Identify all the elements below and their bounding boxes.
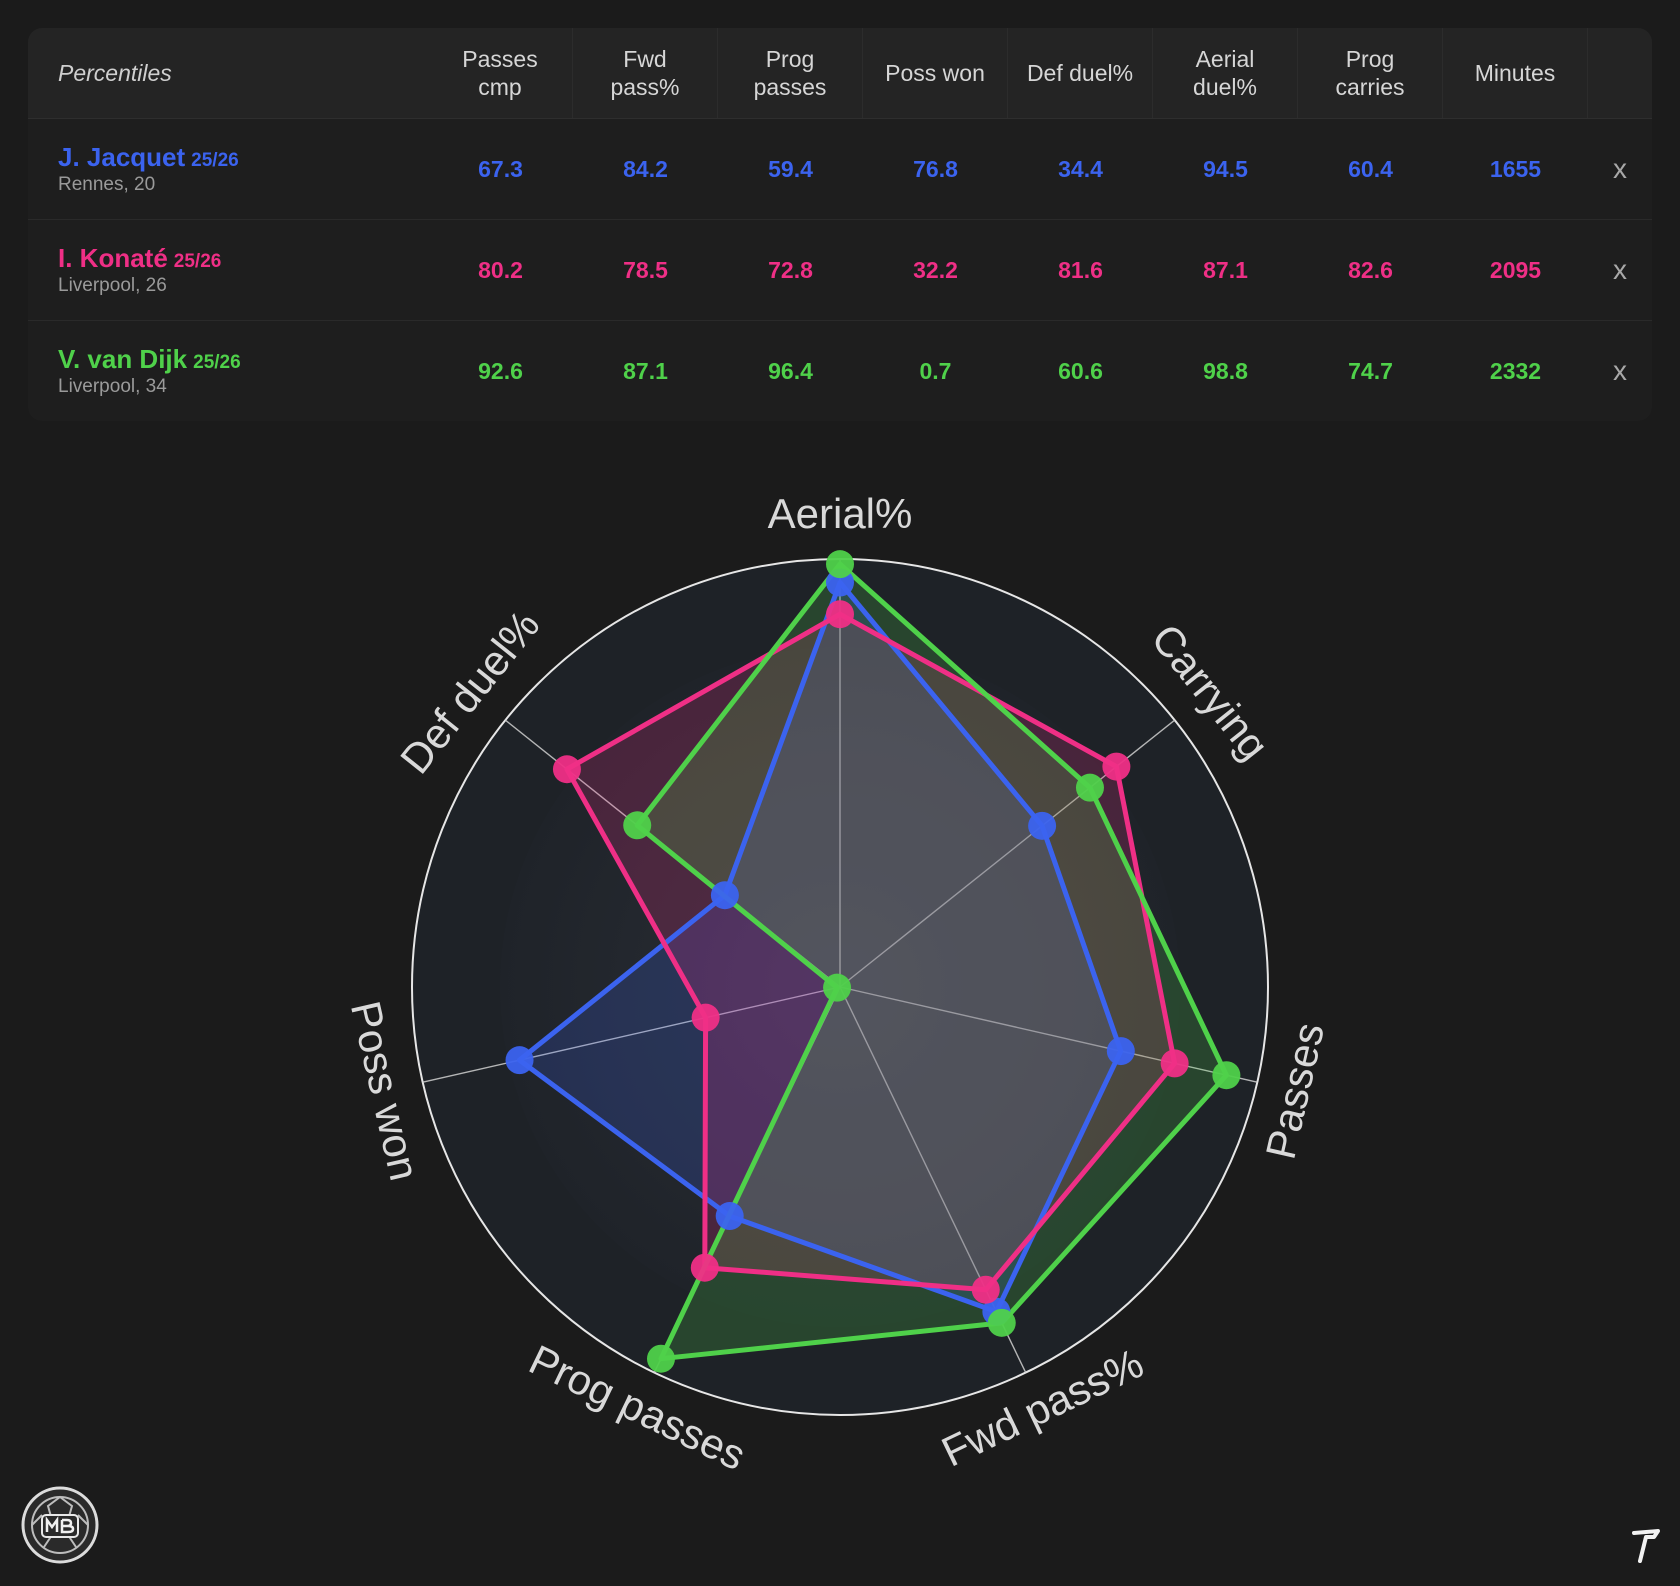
radar-point-series-2-6[interactable] [623, 811, 652, 840]
player-season: 25/26 [173, 251, 222, 272]
radar-point-series-2-1[interactable] [1075, 773, 1104, 802]
remove-player-button[interactable]: x [1613, 153, 1627, 184]
value-passes-cmp: 80.2 [478, 256, 523, 283]
player-name[interactable]: J. Jacquet [58, 142, 186, 172]
radar-axis-label-0: Aerial% [768, 490, 913, 537]
value-fwd-pass: 84.2 [623, 155, 668, 182]
value-aerial-duel: 87.1 [1203, 256, 1248, 283]
value-minutes: 2095 [1489, 256, 1542, 283]
corner-logo-icon [1632, 1529, 1660, 1563]
value-aerial-duel: 94.5 [1203, 155, 1248, 182]
radar-point-series-0-2[interactable] [1106, 1037, 1135, 1066]
value-fwd-pass: 87.1 [623, 357, 668, 384]
radar-point-series-2-4[interactable] [646, 1344, 675, 1373]
radar-point-series-1-1[interactable] [1102, 752, 1131, 781]
percentiles-table: Percentiles Passes cmp Fwd pass% Prog pa… [28, 28, 1652, 421]
radar-point-series-0-6[interactable] [710, 881, 739, 910]
header-percentiles: Percentiles [58, 59, 172, 86]
value-def-duel: 34.4 [1058, 155, 1103, 182]
radar-area-series-2 [637, 564, 1227, 1359]
radar-point-series-1-6[interactable] [552, 755, 581, 784]
value-minutes: 2332 [1489, 357, 1542, 384]
value-passes-cmp: 92.6 [478, 357, 523, 384]
col-fwd-pass[interactable]: Fwd pass% [573, 28, 718, 118]
player-meta: Liverpool, 26 [58, 275, 167, 296]
value-prog-carries: 60.4 [1348, 155, 1393, 182]
value-prog-passes: 96.4 [768, 357, 813, 384]
col-poss-won[interactable]: Poss won [863, 28, 1008, 118]
player-meta: Liverpool, 34 [58, 376, 167, 397]
radar-line-series-2 [634, 561, 1229, 1362]
value-prog-carries: 82.6 [1348, 256, 1393, 283]
col-prog-passes[interactable]: Prog passes [718, 28, 863, 118]
radar-point-series-0-4[interactable] [715, 1202, 744, 1231]
radar-point-series-2-5[interactable] [823, 973, 852, 1002]
radar-line-series-0 [517, 580, 1124, 1315]
col-aerial-duel[interactable]: Aerial duel% [1153, 28, 1298, 118]
radar-point-series-0-1[interactable] [1028, 811, 1057, 840]
player-name[interactable]: I. Konaté [58, 243, 168, 273]
col-def-duel[interactable]: Def duel% [1008, 28, 1153, 118]
player-name[interactable]: V. van Dijk [58, 344, 188, 374]
radar-point-series-1-4[interactable] [690, 1253, 719, 1282]
value-poss-won: 0.7 [919, 357, 952, 384]
radar-area-series-0 [519, 582, 1121, 1312]
player-season: 25/26 [193, 352, 241, 373]
value-prog-carries: 74.7 [1348, 357, 1393, 384]
value-minutes: 1655 [1489, 155, 1542, 182]
radar-area-series-1 [566, 614, 1175, 1290]
radar-point-series-2-3[interactable] [987, 1308, 1016, 1337]
radar-point-series-2-2[interactable] [1212, 1061, 1241, 1090]
value-aerial-duel: 98.8 [1203, 357, 1248, 384]
player-row-jacquet: J. Jacquet 25/26 Rennes, 20 67.3 84.2 59.… [28, 119, 1652, 220]
value-poss-won: 32.2 [913, 256, 958, 283]
radar-spoke [422, 986, 841, 1083]
value-poss-won: 76.8 [913, 155, 958, 182]
value-def-duel: 81.6 [1058, 256, 1103, 283]
col-minutes[interactable]: Minutes [1443, 28, 1588, 118]
value-prog-passes: 59.4 [768, 155, 813, 182]
radar-point-series-1-3[interactable] [971, 1275, 1000, 1304]
radar-point-series-1-5[interactable] [691, 1003, 720, 1032]
col-prog-carries[interactable]: Prog carries [1298, 28, 1443, 118]
value-def-duel: 60.6 [1058, 357, 1103, 384]
radar-point-series-0-5[interactable] [505, 1046, 534, 1075]
player-row-konate: I. Konaté 25/26 Liverpool, 26 80.2 78.5 7… [28, 220, 1652, 321]
value-fwd-pass: 78.5 [623, 256, 668, 283]
remove-player-button[interactable]: x [1613, 254, 1627, 285]
value-passes-cmp: 67.3 [478, 155, 523, 182]
radar-line-series-1 [564, 611, 1178, 1293]
radar-point-series-2-0[interactable] [826, 550, 854, 579]
player-meta: Rennes, 20 [58, 174, 156, 195]
radar-axis-label-2: Passes [1257, 1018, 1334, 1163]
radar-point-series-1-2[interactable] [1160, 1049, 1189, 1078]
table-header: Percentiles Passes cmp Fwd pass% Prog pa… [28, 28, 1652, 119]
value-prog-passes: 72.8 [768, 256, 813, 283]
player-row-van-dijk: V. van Dijk 25/26 Liverpool, 34 92.6 87.1… [28, 321, 1652, 421]
col-passes-cmp[interactable]: Passes cmp [428, 28, 573, 118]
player-season: 25/26 [191, 150, 239, 171]
mb-logo-icon [21, 1486, 99, 1564]
remove-player-button[interactable]: x [1613, 355, 1627, 386]
radar-point-series-1-0[interactable] [826, 600, 854, 629]
